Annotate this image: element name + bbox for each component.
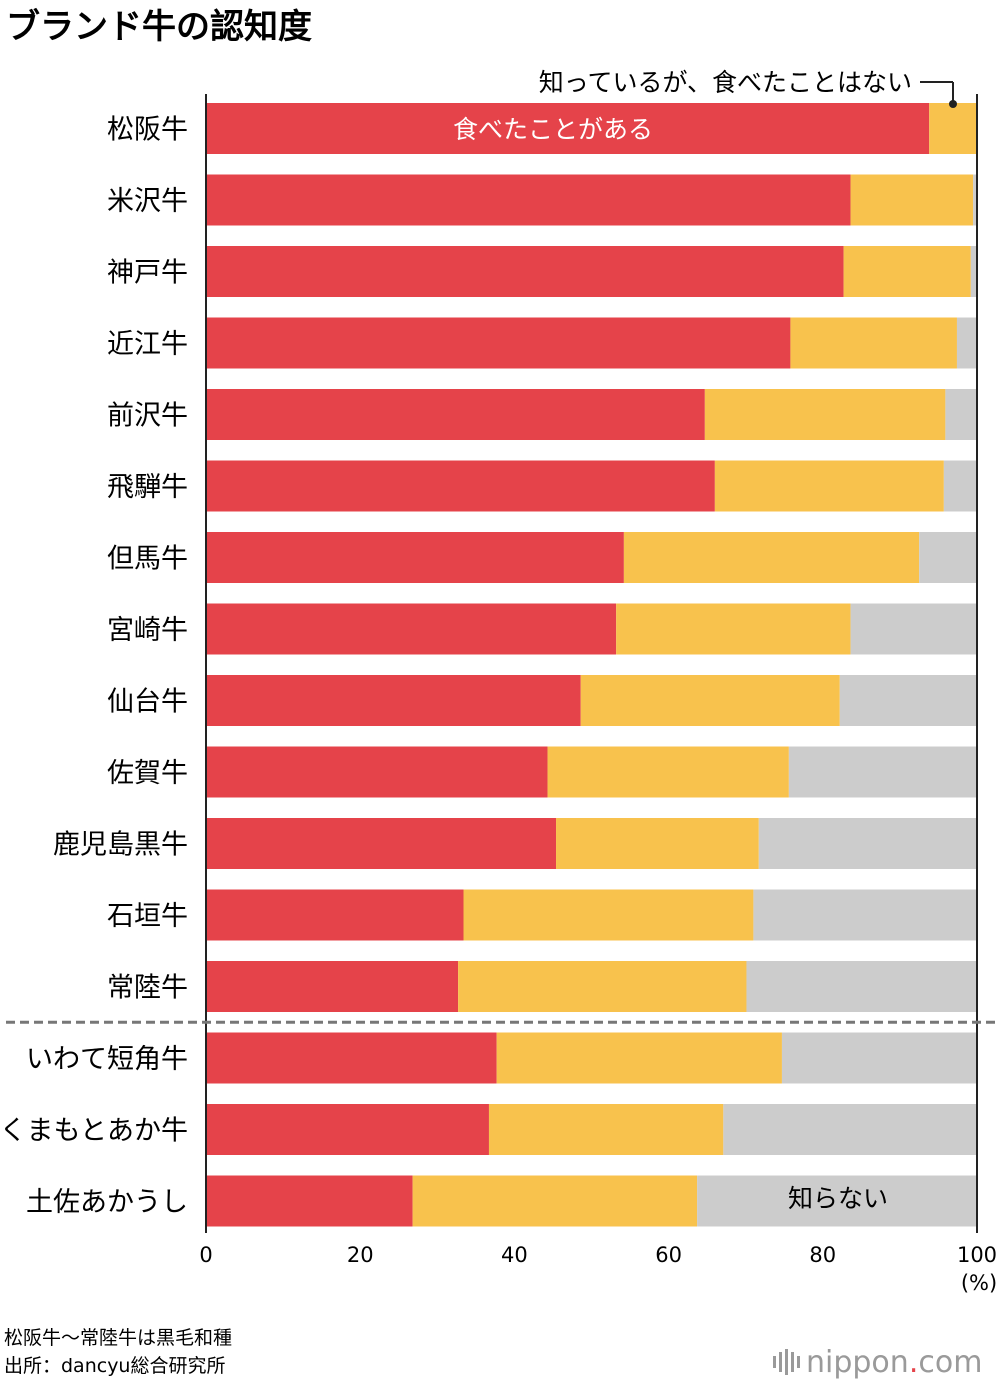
sound-bars-icon <box>773 1349 800 1375</box>
bar-segment-3-row-15 <box>723 1104 977 1155</box>
bar-segment-1-row-1 <box>206 103 930 154</box>
category-label: 米沢牛 <box>107 186 188 217</box>
boundary-lines <box>6 94 998 1233</box>
bar-segment-3-row-12 <box>753 889 977 941</box>
bar-segment-2-row-14 <box>496 1032 782 1084</box>
bar-segment-3-row-6 <box>943 460 977 512</box>
bar-segment-3-row-4 <box>956 317 977 369</box>
bar-segment-1-row-5 <box>206 389 705 440</box>
bar-segment-2-row-11 <box>556 818 759 869</box>
bar-segment-3-row-2 <box>973 174 977 226</box>
x-tick-label: 0 <box>199 1243 212 1267</box>
bar-segment-1-row-15 <box>206 1104 489 1155</box>
chart-title: ブランド牛の認知度 <box>6 7 312 47</box>
bar-segment-2-row-3 <box>843 246 971 297</box>
bar-segment-2-row-15 <box>488 1104 724 1155</box>
category-label: 石垣牛 <box>107 901 188 932</box>
bar-segment-2-row-10 <box>547 746 789 798</box>
category-label: 但馬牛 <box>107 544 188 575</box>
x-tick-label: 60 <box>655 1243 682 1267</box>
bar-segment-3-row-5 <box>945 389 977 440</box>
x-axis-unit: (%) <box>961 1271 997 1295</box>
nippon-logo: nippon.com <box>773 1345 982 1380</box>
category-labels: 松阪牛米沢牛神戸牛近江牛前沢牛飛騨牛但馬牛宮崎牛仙台牛佐賀牛鹿児島黒牛石垣牛常陸… <box>0 115 188 1219</box>
bar-segment-3-row-8 <box>850 603 977 655</box>
x-tick-label: 100 <box>957 1243 997 1267</box>
bar-segment-1-row-7 <box>206 532 624 583</box>
bar-segment-1-row-12 <box>206 889 464 941</box>
bar-segment-1-row-9 <box>206 675 581 726</box>
bar-segment-1-row-13 <box>206 961 459 1012</box>
bar-segment-3-row-9 <box>839 675 977 726</box>
bar-segment-1-row-8 <box>206 603 617 655</box>
bar-segment-3-row-3 <box>970 246 977 297</box>
bars-layer <box>206 103 977 1227</box>
category-label: 佐賀牛 <box>107 758 188 789</box>
bar-segment-2-row-12 <box>463 889 754 941</box>
bar-segment-3-row-16 <box>697 1175 977 1227</box>
logo-text: nippon.com <box>806 1345 982 1380</box>
x-axis-tick-labels: 0 20 40 60 80 100 <box>199 1243 997 1267</box>
bar-segment-2-row-2 <box>850 174 974 226</box>
bar-segment-1-row-2 <box>206 174 851 226</box>
bar-segment-1-row-6 <box>206 460 715 512</box>
x-tick-label: 40 <box>501 1243 528 1267</box>
bar-segment-1-row-16 <box>206 1175 413 1227</box>
bar-segment-2-row-4 <box>790 317 957 369</box>
category-label: 飛騨牛 <box>107 472 188 503</box>
category-label: 仙台牛 <box>107 687 188 718</box>
x-tick-label: 80 <box>809 1243 836 1267</box>
bar-segment-2-row-16 <box>412 1175 698 1227</box>
category-label: 前沢牛 <box>107 401 188 432</box>
category-label: 宮崎牛 <box>107 615 188 646</box>
bar-segment-2-row-13 <box>458 961 747 1012</box>
bar-segment-1-row-3 <box>206 246 844 297</box>
bar-segment-1-row-10 <box>206 746 548 798</box>
category-label: 鹿児島黒牛 <box>53 830 188 861</box>
bar-segment-2-row-8 <box>616 603 851 655</box>
category-label: 常陸牛 <box>107 973 188 1004</box>
bar-segment-1-row-14 <box>206 1032 497 1084</box>
category-label: 神戸牛 <box>107 258 188 289</box>
logo-com: com <box>918 1345 982 1380</box>
footnote: 松阪牛〜常陸牛は黒毛和種 <box>4 1327 232 1349</box>
known-not-eaten-label: 知っているが、食べたことはない <box>539 68 912 97</box>
x-tick-label: 20 <box>347 1243 374 1267</box>
bar-segment-3-row-7 <box>919 532 977 583</box>
bar-segment-3-row-11 <box>758 818 977 869</box>
bar-segment-2-row-7 <box>623 532 920 583</box>
bar-segment-2-row-9 <box>580 675 840 726</box>
callout-dot <box>949 100 957 108</box>
bar-segment-3-row-10 <box>788 746 977 798</box>
bar-segment-3-row-14 <box>781 1032 977 1084</box>
known-not-eaten-callout: 知っているが、食べたことはない <box>539 68 957 108</box>
category-label: 近江牛 <box>107 329 188 360</box>
source-note: 出所：dancyu総合研究所 <box>4 1355 225 1377</box>
bar-segment-2-row-5 <box>704 389 946 440</box>
logo-main: nippon <box>806 1345 909 1380</box>
eaten-label: 食べたことがある <box>453 115 653 144</box>
unknown-label: 知らない <box>788 1184 888 1213</box>
bar-segment-2-row-1 <box>929 103 977 154</box>
category-label: 松阪牛 <box>107 115 188 146</box>
bar-segment-2-row-6 <box>714 460 944 512</box>
bar-segment-1-row-11 <box>206 818 557 869</box>
bar-segment-1-row-4 <box>206 317 791 369</box>
category-label: くまもとあか牛 <box>0 1116 188 1147</box>
bar-segment-3-row-13 <box>746 961 977 1012</box>
category-label: いわて短角牛 <box>26 1044 188 1075</box>
category-label: 土佐あかうし <box>26 1187 188 1218</box>
logo-dot: . <box>909 1345 919 1380</box>
